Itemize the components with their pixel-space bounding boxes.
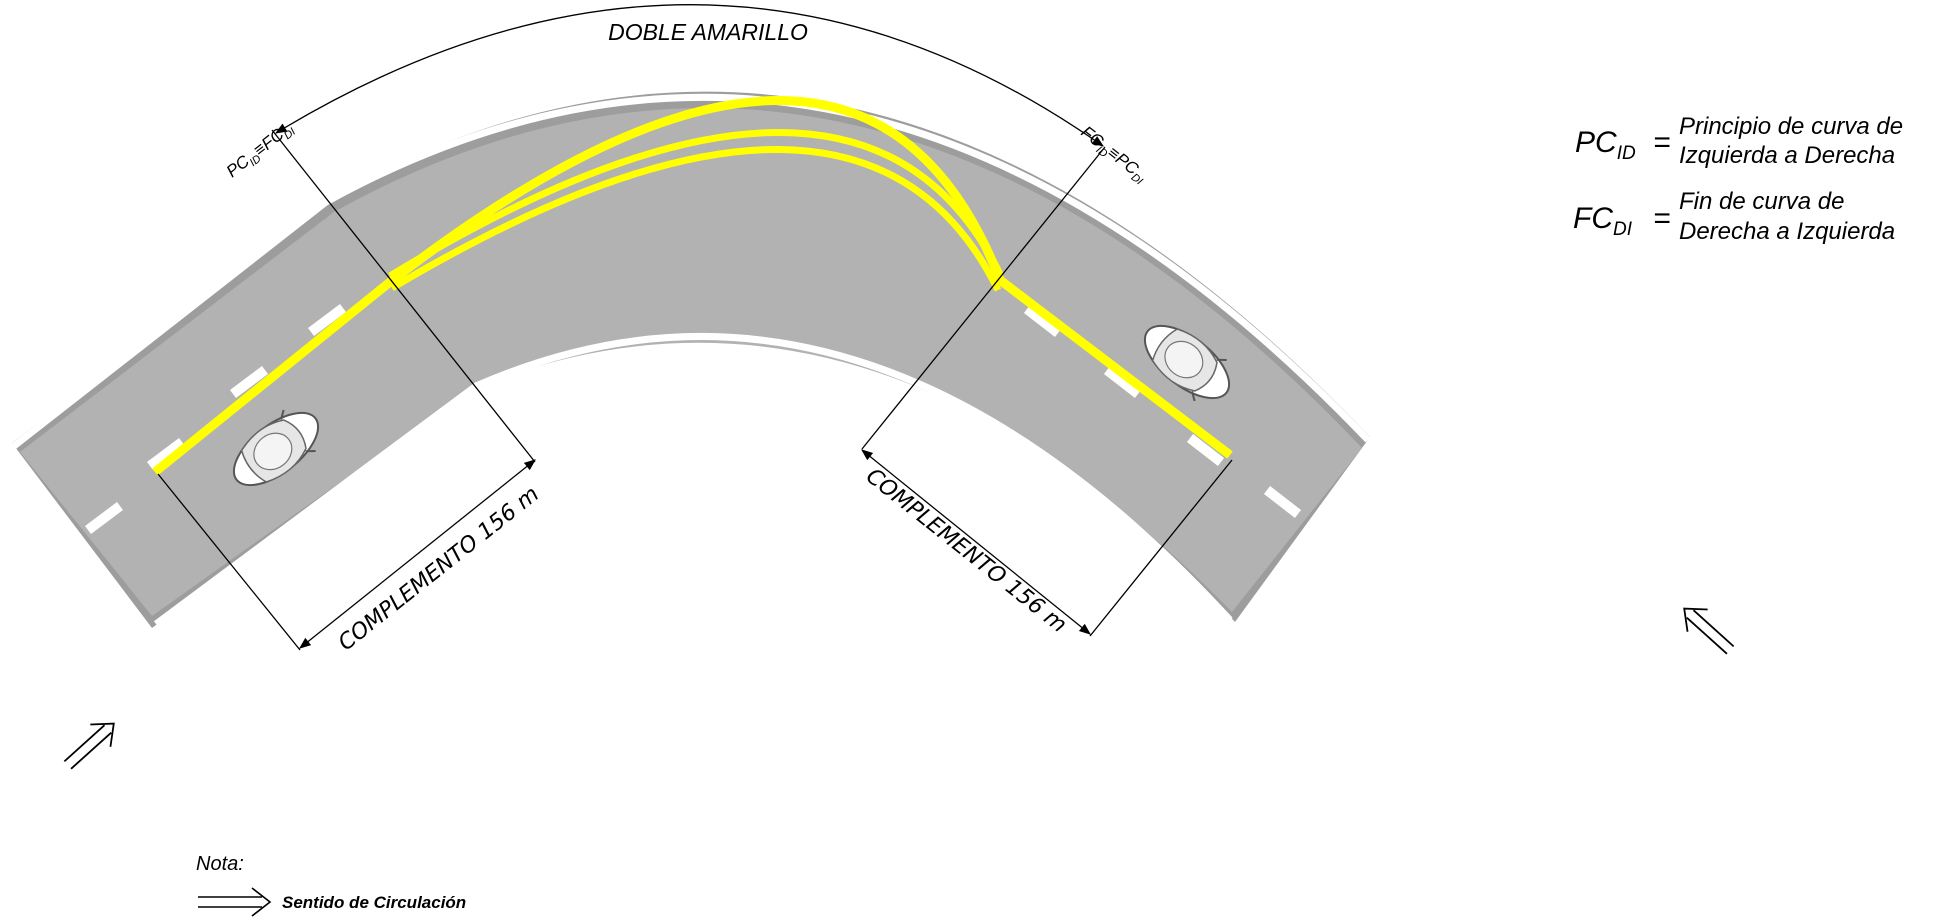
direction-arrow-right-icon (1683, 607, 1735, 655)
complemento-right-ext-b (1089, 459, 1233, 637)
legend-fc-def-1: Fin de curva de (1679, 188, 1844, 215)
legend-fc-def-2: Derecha a Izquierda (1679, 218, 1895, 245)
inner-edge-line (153, 332, 1233, 627)
lane-dashes-right (1023, 305, 1302, 518)
legend-fc-equals: = (1653, 202, 1671, 235)
fc-right-line (861, 146, 1106, 450)
complemento-right-label: COMPLEMENTO 156 m (861, 464, 1071, 638)
double-yellow-inner (390, 146, 1002, 292)
complemento-right-dim (861, 449, 1091, 635)
pc-left-a: PC (223, 151, 254, 181)
note-arrow-caption: Sentido de Circulación (282, 893, 466, 912)
complemento-left-dim (299, 459, 536, 649)
fc-pc-right-label: FCID≡PCDI (1076, 122, 1151, 188)
legend-pc-def-1: Principio de curva de (1679, 113, 1903, 140)
center-line-yellow (152, 96, 1233, 476)
note-arrow-icon (198, 887, 272, 917)
legend-pc-def-2: Izquierda a Derecha (1679, 142, 1895, 169)
svg-text:PCID≡FCDI: PCID≡FCDI (223, 118, 298, 184)
direction-arrow-left-icon (63, 722, 115, 770)
legend-fc-symbol: FCDI (1573, 202, 1633, 240)
note-title: Nota: (196, 853, 244, 875)
complemento-left-label: COMPLEMENTO 156 m (334, 482, 544, 656)
pc-left-line (271, 129, 536, 463)
legend-pc-symbol: PCID (1575, 126, 1636, 164)
pc-fc-left-label: PCID≡FCDI (223, 118, 298, 184)
complemento-left-ext-a (157, 473, 301, 651)
svg-text:FCID≡PCDI: FCID≡PCDI (1076, 122, 1151, 188)
doble-amarillo-dim-arc (274, 4, 1104, 147)
legend-pc-equals: = (1653, 126, 1671, 159)
doble-amarillo-label: DOBLE AMARILLO (608, 19, 808, 45)
lane-dashes-left (85, 304, 346, 534)
legend: PCID = Principio de curva de Izquierda a… (1573, 113, 1903, 245)
